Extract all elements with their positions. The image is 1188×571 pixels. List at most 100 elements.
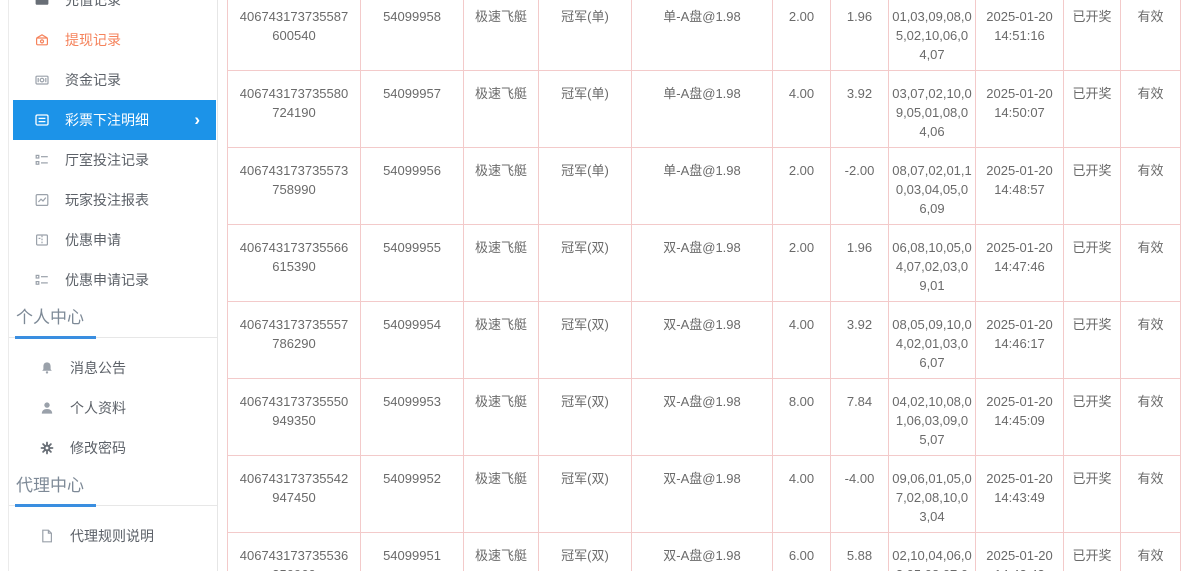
section-title-personal-center: 个人中心 bbox=[9, 306, 217, 330]
cell-bet-content: 双-A盘@1.98 bbox=[632, 456, 773, 533]
list-card-icon bbox=[34, 112, 50, 128]
sidebar-item-recharge-records[interactable]: 充值记录 bbox=[9, 0, 217, 20]
cell-bet-content: 双-A盘@1.98 bbox=[632, 302, 773, 379]
sidebar-menu: 充值记录提现记录资金记录彩票下注明细 › 厅室投注记录玩家投注报表优惠申请优惠申请记… bbox=[9, 0, 217, 300]
sidebar-item-label: 消息公告 bbox=[70, 358, 126, 378]
cell-bet-time: 2025-01-20 14:47:46 bbox=[976, 225, 1064, 302]
cell-draw-status: 已开奖 bbox=[1064, 225, 1121, 302]
table-row: 40674317373555778629054099954极速飞艇冠军(双)双-… bbox=[228, 302, 1181, 379]
cell-result-numbers: 03,07,02,10,09,05,01,08,04,06 bbox=[889, 71, 976, 148]
section-title-agent-center: 代理中心 bbox=[9, 474, 217, 498]
cell-bet-number: 54099954 bbox=[361, 302, 464, 379]
sidebar-item-promo-apply-records[interactable]: 优惠申请记录 bbox=[9, 260, 217, 300]
card-icon bbox=[34, 0, 50, 8]
cell-validity: 有效 bbox=[1121, 148, 1181, 225]
wallet-icon bbox=[34, 32, 50, 48]
chevron-right-icon: › bbox=[194, 111, 200, 128]
cell-result-numbers: 08,07,02,01,10,03,04,05,06,09 bbox=[889, 148, 976, 225]
cell-validity: 有效 bbox=[1121, 379, 1181, 456]
cell-bet-number: 54099956 bbox=[361, 148, 464, 225]
cell-win-loss: 5.88 bbox=[831, 533, 889, 571]
table-row: 40674317373555094935054099953极速飞艇冠军(双)双-… bbox=[228, 379, 1181, 456]
cell-result-numbers: 08,05,09,10,04,02,01,03,06,07 bbox=[889, 302, 976, 379]
cell-bet-number: 54099953 bbox=[361, 379, 464, 456]
cell-play-type: 冠军(单) bbox=[539, 0, 632, 71]
cell-bet-number: 54099951 bbox=[361, 533, 464, 571]
cell-bet-number: 54099958 bbox=[361, 0, 464, 71]
cell-amount: 4.00 bbox=[773, 456, 831, 533]
coupon-icon bbox=[34, 232, 50, 248]
cell-game-name: 极速飞艇 bbox=[464, 148, 539, 225]
section-items-agent-center: 代理规则说明 bbox=[9, 506, 217, 556]
cell-bet-time: 2025-01-20 14:43:49 bbox=[976, 456, 1064, 533]
sidebar-item-fund-records[interactable]: 资金记录 bbox=[9, 60, 217, 100]
sidebar-item-hall-bet-records[interactable]: 厅室投注记录 bbox=[9, 140, 217, 180]
cell-play-type: 冠军(双) bbox=[539, 533, 632, 571]
cell-order-id: 406743173735566615390 bbox=[228, 225, 361, 302]
page: 充值记录提现记录资金记录彩票下注明细 › 厅室投注记录玩家投注报表优惠申请优惠申请记… bbox=[0, 0, 1188, 571]
sidebar-item-withdraw-records[interactable]: 提现记录 bbox=[9, 20, 217, 60]
section-underline-accent bbox=[15, 336, 96, 339]
sidebar-item-label: 个人资料 bbox=[70, 398, 126, 418]
cell-win-loss: 3.92 bbox=[831, 71, 889, 148]
section-underline bbox=[9, 337, 217, 338]
sidebar-item-label: 厅室投注记录 bbox=[65, 150, 149, 170]
cell-amount: 2.00 bbox=[773, 148, 831, 225]
table-row: 40674317373556661539054099955极速飞艇冠军(双)双-… bbox=[228, 225, 1181, 302]
cell-game-name: 极速飞艇 bbox=[464, 533, 539, 571]
sidebar-item-agent-rules[interactable]: 代理规则说明 bbox=[9, 516, 217, 556]
sidebar-item-label: 优惠申请 bbox=[65, 230, 121, 250]
sidebar-item-player-bet-report[interactable]: 玩家投注报表 bbox=[9, 180, 217, 220]
cell-validity: 有效 bbox=[1121, 533, 1181, 571]
cell-draw-status: 已开奖 bbox=[1064, 148, 1121, 225]
sidebar-item-label: 优惠申请记录 bbox=[65, 270, 149, 290]
section-items-personal-center: 消息公告个人资料修改密码 bbox=[9, 338, 217, 468]
sidebar-item-messages[interactable]: 消息公告 bbox=[9, 348, 217, 388]
table-row: 40674317373554294745054099952极速飞艇冠军(双)双-… bbox=[228, 456, 1181, 533]
cell-bet-content: 双-A盘@1.98 bbox=[632, 379, 773, 456]
cell-play-type: 冠军(单) bbox=[539, 71, 632, 148]
money-icon bbox=[34, 72, 50, 88]
cell-amount: 2.00 bbox=[773, 0, 831, 71]
cell-order-id: 406743173735587600540 bbox=[228, 0, 361, 71]
cell-bet-number: 54099955 bbox=[361, 225, 464, 302]
sidebar-item-change-password[interactable]: 修改密码 bbox=[9, 428, 217, 468]
cell-bet-time: 2025-01-20 14:45:09 bbox=[976, 379, 1064, 456]
cell-play-type: 冠军(双) bbox=[539, 456, 632, 533]
cell-play-type: 冠军(双) bbox=[539, 379, 632, 456]
cell-result-numbers: 02,10,04,06,03,05,08,07,01,09 bbox=[889, 533, 976, 571]
cell-win-loss: -2.00 bbox=[831, 148, 889, 225]
cell-play-type: 冠军(单) bbox=[539, 148, 632, 225]
table-row: 40674317373558072419054099957极速飞艇冠军(单)单-… bbox=[228, 71, 1181, 148]
cell-bet-time: 2025-01-20 14:51:16 bbox=[976, 0, 1064, 71]
cell-order-id: 406743173735573758990 bbox=[228, 148, 361, 225]
cell-bet-time: 2025-01-20 14:48:57 bbox=[976, 148, 1064, 225]
bet-details-table-wrap: 40674317373558760054054099958极速飞艇冠军(单)单-… bbox=[227, 0, 1181, 571]
cell-amount: 2.00 bbox=[773, 225, 831, 302]
cell-result-numbers: 04,02,10,08,01,06,03,09,05,07 bbox=[889, 379, 976, 456]
cell-bet-content: 双-A盘@1.98 bbox=[632, 225, 773, 302]
table-row: 40674317373558760054054099958极速飞艇冠军(单)单-… bbox=[228, 0, 1181, 71]
cell-game-name: 极速飞艇 bbox=[464, 379, 539, 456]
bell-icon bbox=[39, 360, 55, 376]
section-underline bbox=[9, 505, 217, 506]
cell-game-name: 极速飞艇 bbox=[464, 302, 539, 379]
cell-play-type: 冠军(双) bbox=[539, 302, 632, 379]
cell-bet-content: 单-A盘@1.98 bbox=[632, 148, 773, 225]
sidebar-item-lottery-bet-details[interactable]: 彩票下注明细 › bbox=[13, 100, 216, 140]
sidebar-item-promo-apply[interactable]: 优惠申请 bbox=[9, 220, 217, 260]
sidebar-item-label: 充值记录 bbox=[65, 0, 121, 10]
cell-win-loss: 7.84 bbox=[831, 379, 889, 456]
cell-bet-content: 单-A盘@1.98 bbox=[632, 71, 773, 148]
sidebar: 充值记录提现记录资金记录彩票下注明细 › 厅室投注记录玩家投注报表优惠申请优惠申请记… bbox=[8, 0, 218, 571]
cell-result-numbers: 09,06,01,05,07,02,08,10,03,04 bbox=[889, 456, 976, 533]
cell-draw-status: 已开奖 bbox=[1064, 302, 1121, 379]
cell-amount: 6.00 bbox=[773, 533, 831, 571]
cell-order-id: 406743173735536350960 bbox=[228, 533, 361, 571]
cell-order-id: 406743173735542947450 bbox=[228, 456, 361, 533]
cell-draw-status: 已开奖 bbox=[1064, 0, 1121, 71]
cell-validity: 有效 bbox=[1121, 71, 1181, 148]
sidebar-item-profile[interactable]: 个人资料 bbox=[9, 388, 217, 428]
cell-bet-time: 2025-01-20 14:46:17 bbox=[976, 302, 1064, 379]
sidebar-item-label: 彩票下注明细 bbox=[65, 110, 149, 130]
